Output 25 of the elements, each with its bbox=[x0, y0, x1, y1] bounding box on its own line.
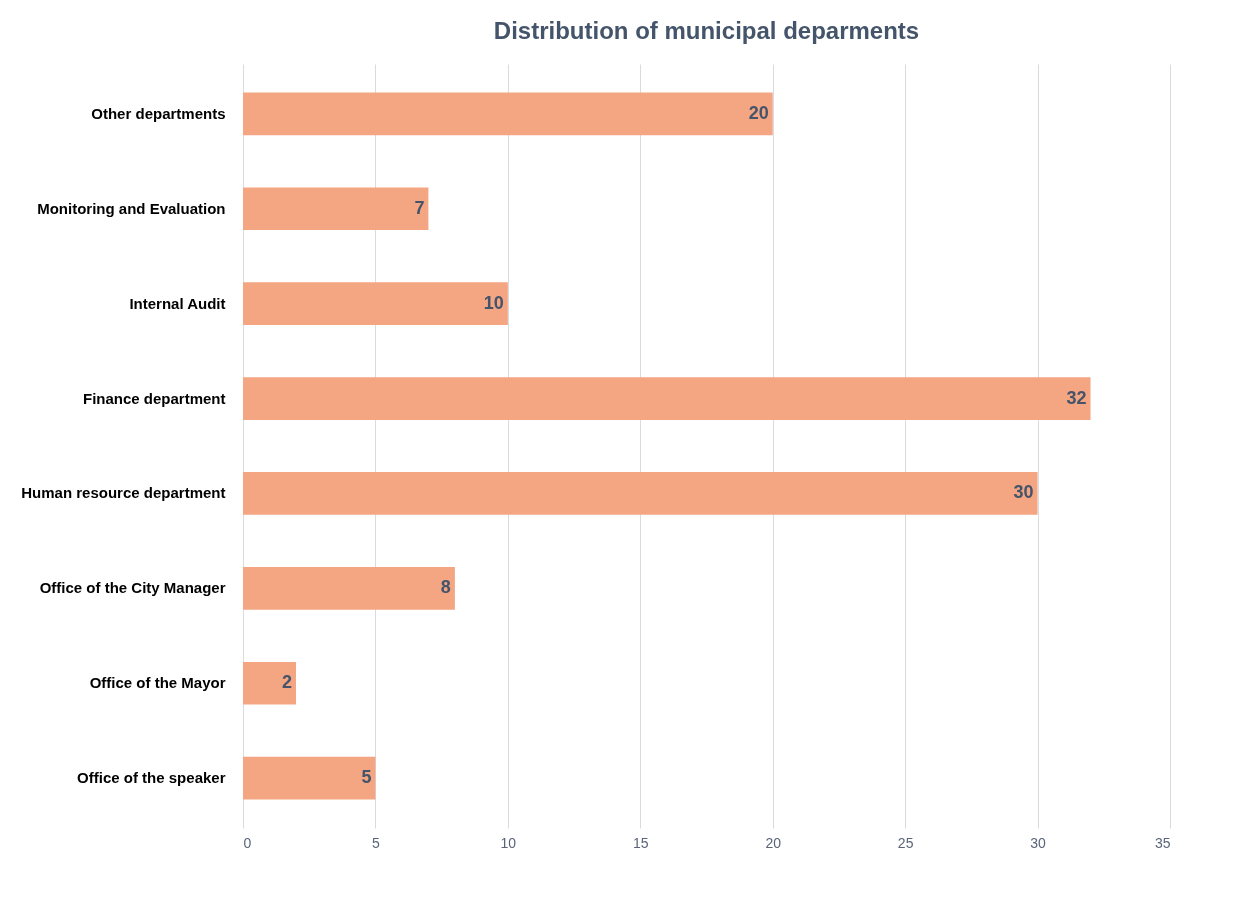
x-tick-label: 15 bbox=[633, 834, 649, 851]
x-tick-label: 5 bbox=[372, 834, 381, 851]
data-label: 20 bbox=[748, 102, 769, 123]
x-tick-label: 20 bbox=[765, 834, 782, 851]
y-tick-label: Human resource department bbox=[21, 484, 226, 502]
y-tick-label: Monitoring and Evaluation bbox=[37, 199, 226, 217]
data-label: 32 bbox=[1066, 387, 1087, 408]
data-label: 7 bbox=[414, 197, 425, 218]
data-label: 2 bbox=[281, 672, 292, 693]
y-tick-label: Other departments bbox=[91, 104, 226, 122]
x-tick-label: 0 bbox=[243, 834, 252, 851]
data-label: 30 bbox=[1013, 482, 1034, 503]
data-label: 8 bbox=[440, 577, 451, 598]
y-tick-label: Finance department bbox=[82, 389, 226, 407]
x-tick-label: 10 bbox=[500, 834, 517, 851]
y-tick-label: Internal Audit bbox=[129, 294, 226, 312]
data-label: 5 bbox=[361, 767, 372, 788]
x-tick-label: 25 bbox=[897, 834, 914, 851]
y-tick-label: Office of the Mayor bbox=[89, 674, 226, 692]
y-tick-label: Office of the speaker bbox=[77, 769, 226, 787]
y-tick-label: Office of the City Manager bbox=[39, 579, 226, 597]
data-label: 10 bbox=[483, 292, 504, 313]
x-tick-label: 35 bbox=[1154, 834, 1171, 851]
chart-title: Distribution of municipal deparments bbox=[493, 17, 920, 44]
x-tick-label: 30 bbox=[1030, 834, 1047, 851]
